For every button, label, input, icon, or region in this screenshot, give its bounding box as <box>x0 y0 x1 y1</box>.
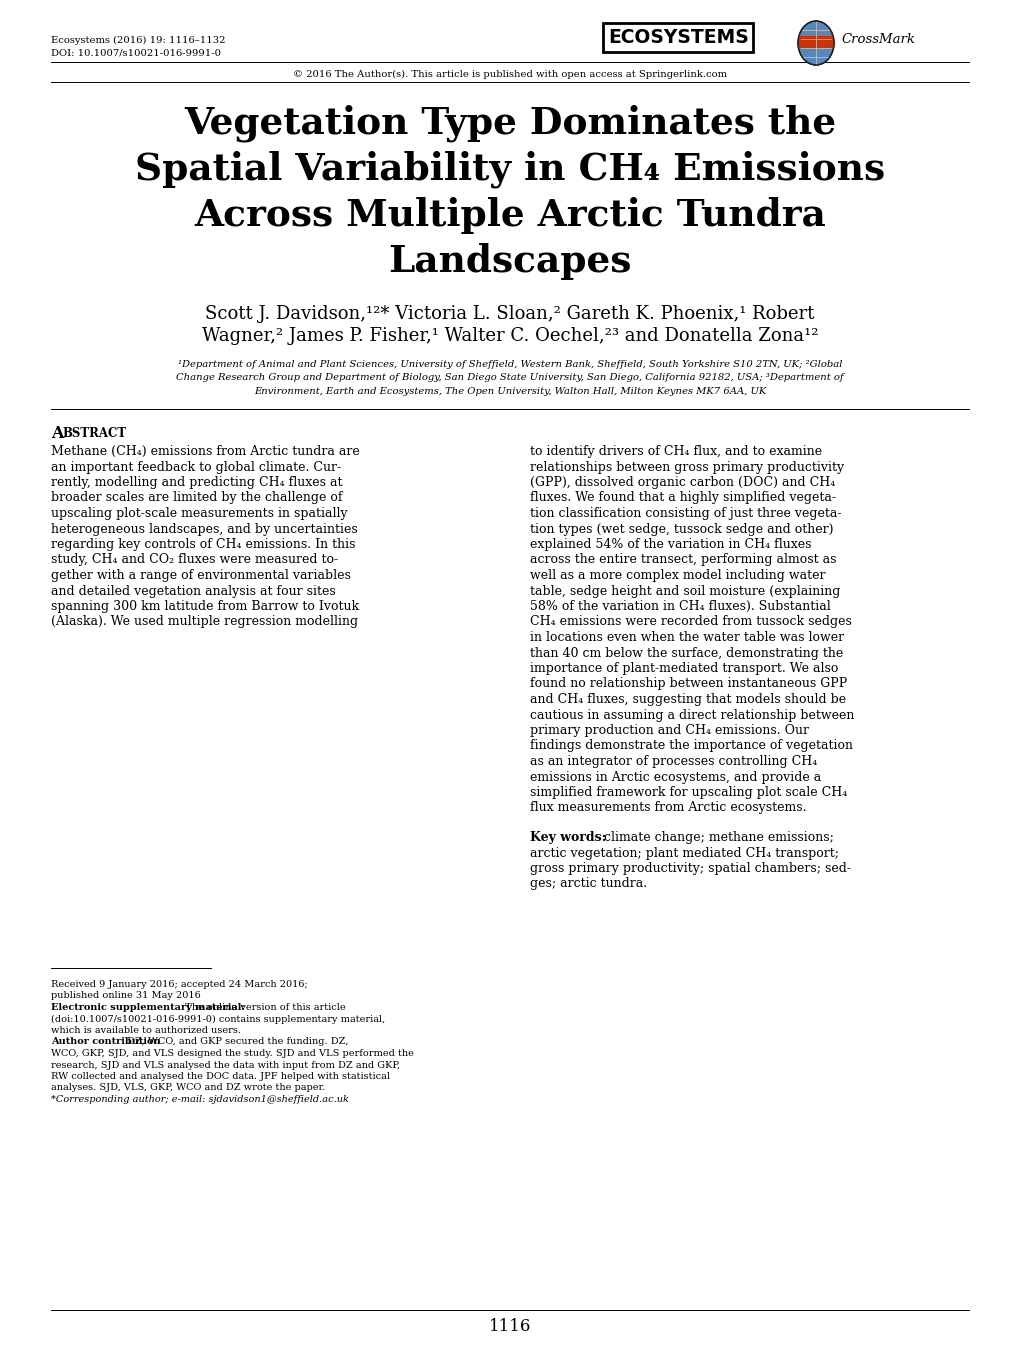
Text: Vegetation Type Dominates the: Vegetation Type Dominates the <box>183 105 836 143</box>
Text: (doi:10.1007/s10021-016-9991-0) contains supplementary material,: (doi:10.1007/s10021-016-9991-0) contains… <box>51 1015 385 1024</box>
Text: and CH₄ fluxes, suggesting that models should be: and CH₄ fluxes, suggesting that models s… <box>530 694 846 706</box>
Text: Landscapes: Landscapes <box>388 243 631 280</box>
Text: spanning 300 km latitude from Barrow to Ivotuk: spanning 300 km latitude from Barrow to … <box>51 600 359 613</box>
Text: 1116: 1116 <box>488 1318 531 1336</box>
Text: Methane (CH₄) emissions from Arctic tundra are: Methane (CH₄) emissions from Arctic tund… <box>51 445 360 458</box>
Text: gether with a range of environmental variables: gether with a range of environmental var… <box>51 568 351 582</box>
Text: Key words:: Key words: <box>530 831 605 845</box>
Text: Environment, Earth and Ecosystems, The Open University, Walton Hall, Milton Keyn: Environment, Earth and Ecosystems, The O… <box>254 388 765 396</box>
Text: analyses. SJD, VLS, GKP, WCO and DZ wrote the paper.: analyses. SJD, VLS, GKP, WCO and DZ wrot… <box>51 1084 325 1092</box>
Text: simplified framework for upscaling plot scale CH₄: simplified framework for upscaling plot … <box>530 786 847 800</box>
Text: Ecosystems (2016) 19: 1116–1132: Ecosystems (2016) 19: 1116–1132 <box>51 35 225 45</box>
Text: explained 54% of the variation in CH₄ fluxes: explained 54% of the variation in CH₄ fl… <box>530 539 811 551</box>
Text: 58% of the variation in CH₄ fluxes). Substantial: 58% of the variation in CH₄ fluxes). Sub… <box>530 600 829 613</box>
Text: *Corresponding author; e-mail: sjdavidson1@sheffield.ac.uk: *Corresponding author; e-mail: sjdavidso… <box>51 1095 348 1104</box>
Text: study, CH₄ and CO₂ fluxes were measured to-: study, CH₄ and CO₂ fluxes were measured … <box>51 554 337 567</box>
Text: research, SJD and VLS analysed the data with input from DZ and GKP,: research, SJD and VLS analysed the data … <box>51 1061 399 1069</box>
Text: Received 9 January 2016; accepted 24 March 2016;: Received 9 January 2016; accepted 24 Mar… <box>51 981 308 989</box>
Text: BSTRACT: BSTRACT <box>62 427 126 441</box>
Text: climate change; methane emissions;: climate change; methane emissions; <box>599 831 834 845</box>
Text: table, sedge height and soil moisture (explaining: table, sedge height and soil moisture (e… <box>530 585 840 597</box>
Text: in locations even when the water table was lower: in locations even when the water table w… <box>530 631 844 645</box>
Text: importance of plant-mediated transport. We also: importance of plant-mediated transport. … <box>530 662 838 675</box>
Text: than 40 cm below the surface, demonstrating the: than 40 cm below the surface, demonstrat… <box>530 646 843 660</box>
Text: to identify drivers of CH₄ flux, and to examine: to identify drivers of CH₄ flux, and to … <box>530 445 821 458</box>
Text: primary production and CH₄ emissions. Our: primary production and CH₄ emissions. Ou… <box>530 724 808 737</box>
Text: fluxes. We found that a highly simplified vegeta-: fluxes. We found that a highly simplifie… <box>530 491 836 505</box>
Text: heterogeneous landscapes, and by uncertainties: heterogeneous landscapes, and by uncerta… <box>51 522 358 536</box>
FancyBboxPatch shape <box>797 35 834 48</box>
Text: emissions in Arctic ecosystems, and provide a: emissions in Arctic ecosystems, and prov… <box>530 771 820 783</box>
Text: an important feedback to global climate. Cur-: an important feedback to global climate.… <box>51 461 340 473</box>
Text: arctic vegetation; plant mediated CH₄ transport;: arctic vegetation; plant mediated CH₄ tr… <box>530 846 839 860</box>
Text: Wagner,² James P. Fisher,¹ Walter C. Oechel,²³ and Donatella Zona¹²: Wagner,² James P. Fisher,¹ Walter C. Oec… <box>202 326 817 345</box>
Text: CrossMark: CrossMark <box>841 33 914 46</box>
Text: tion types (wet sedge, tussock sedge and other): tion types (wet sedge, tussock sedge and… <box>530 522 833 536</box>
Text: upscaling plot-scale measurements in spatially: upscaling plot-scale measurements in spa… <box>51 507 347 520</box>
Ellipse shape <box>797 20 834 65</box>
Text: WCO, GKP, SJD, and VLS designed the study. SJD and VLS performed the: WCO, GKP, SJD, and VLS designed the stud… <box>51 1049 414 1058</box>
Text: ¹Department of Animal and Plant Sciences, University of Sheffield, Western Bank,: ¹Department of Animal and Plant Sciences… <box>177 360 842 369</box>
Text: published online 31 May 2016: published online 31 May 2016 <box>51 991 201 1001</box>
Text: Across Multiple Arctic Tundra: Across Multiple Arctic Tundra <box>194 197 825 234</box>
Text: as an integrator of processes controlling CH₄: as an integrator of processes controllin… <box>530 755 816 768</box>
Text: ges; arctic tundra.: ges; arctic tundra. <box>530 877 646 891</box>
Text: CH₄ emissions were recorded from tussock sedges: CH₄ emissions were recorded from tussock… <box>530 616 851 628</box>
Text: (Alaska). We used multiple regression modelling: (Alaska). We used multiple regression mo… <box>51 616 358 628</box>
Text: The online version of this article: The online version of this article <box>181 1004 345 1012</box>
Text: Spatial Variability in CH₄ Emissions: Spatial Variability in CH₄ Emissions <box>135 151 884 189</box>
Text: rently, modelling and predicting CH₄ fluxes at: rently, modelling and predicting CH₄ flu… <box>51 476 342 490</box>
Text: © 2016 The Author(s). This article is published with open access at Springerlink: © 2016 The Author(s). This article is pu… <box>292 69 727 79</box>
Text: and detailed vegetation analysis at four sites: and detailed vegetation analysis at four… <box>51 585 335 597</box>
Text: regarding key controls of CH₄ emissions. In this: regarding key controls of CH₄ emissions.… <box>51 539 356 551</box>
Text: tion classification consisting of just three vegeta-: tion classification consisting of just t… <box>530 507 841 520</box>
Text: well as a more complex model including water: well as a more complex model including w… <box>530 568 824 582</box>
Text: flux measurements from Arctic ecosystems.: flux measurements from Arctic ecosystems… <box>530 801 806 815</box>
Text: Electronic supplementary material:: Electronic supplementary material: <box>51 1004 245 1012</box>
Text: relationships between gross primary productivity: relationships between gross primary prod… <box>530 461 844 473</box>
Text: cautious in assuming a direct relationship between: cautious in assuming a direct relationsh… <box>530 709 854 722</box>
Text: A: A <box>51 424 63 442</box>
Text: across the entire transect, performing almost as: across the entire transect, performing a… <box>530 554 836 567</box>
Text: findings demonstrate the importance of vegetation: findings demonstrate the importance of v… <box>530 740 852 752</box>
Text: RW collected and analysed the DOC data. JPF helped with statistical: RW collected and analysed the DOC data. … <box>51 1072 389 1081</box>
Text: which is available to authorized users.: which is available to authorized users. <box>51 1025 240 1035</box>
Text: Change Research Group and Department of Biology, San Diego State University, San: Change Research Group and Department of … <box>176 374 843 382</box>
Text: gross primary productivity; spatial chambers; sed-: gross primary productivity; spatial cham… <box>530 862 850 874</box>
Text: broader scales are limited by the challenge of: broader scales are limited by the challe… <box>51 491 342 505</box>
Text: DOI: 10.1007/s10021-016-9991-0: DOI: 10.1007/s10021-016-9991-0 <box>51 48 221 57</box>
Text: Scott J. Davidson,¹²* Victoria L. Sloan,² Gareth K. Phoenix,¹ Robert: Scott J. Davidson,¹²* Victoria L. Sloan,… <box>205 305 814 324</box>
Text: ECOSYSTEMS: ECOSYSTEMS <box>607 29 748 48</box>
Text: (GPP), dissolved organic carbon (DOC) and CH₄: (GPP), dissolved organic carbon (DOC) an… <box>530 476 835 490</box>
Text: DZ, WCO, and GKP secured the funding. DZ,: DZ, WCO, and GKP secured the funding. DZ… <box>124 1038 348 1046</box>
Text: found no relationship between instantaneous GPP: found no relationship between instantane… <box>530 677 847 691</box>
Text: Author contribution: Author contribution <box>51 1038 160 1046</box>
